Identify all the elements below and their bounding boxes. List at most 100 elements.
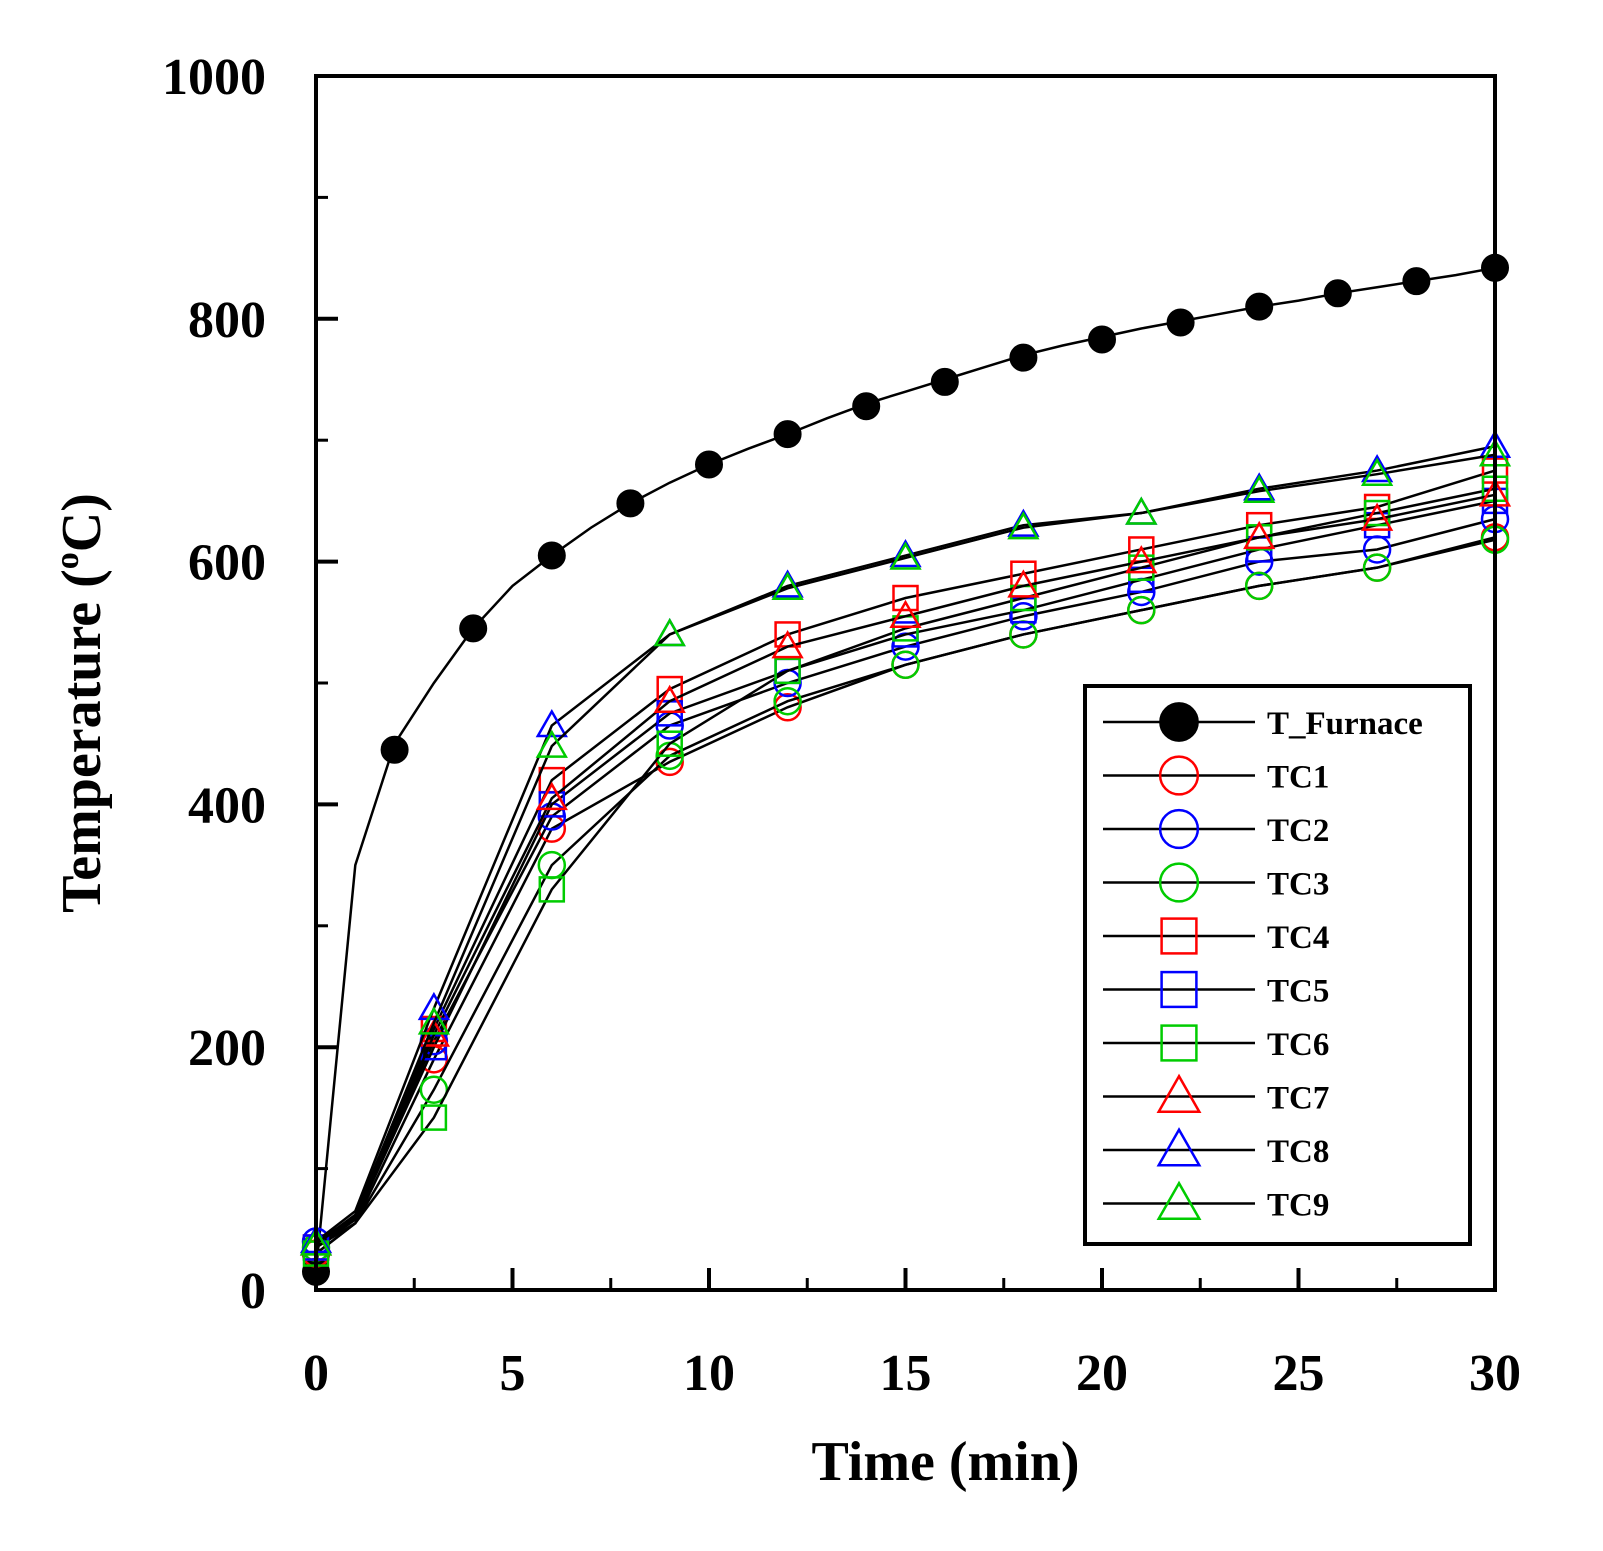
legend-item: TC7 — [1103, 1073, 1329, 1117]
data-point-tc7 — [1243, 520, 1276, 550]
series-t-furnace — [302, 253, 1509, 1286]
legend-label: TC9 — [1267, 1188, 1329, 1224]
data-point-t-furnace — [930, 367, 959, 396]
x-tick-label: 5 — [500, 1345, 526, 1402]
data-point-tc9 — [1360, 457, 1394, 486]
data-point-tc7 — [771, 630, 804, 659]
data-point-tc9 — [653, 617, 686, 647]
data-point-tc3 — [1127, 595, 1156, 625]
legend-label: TC8 — [1267, 1134, 1329, 1170]
y-axis-title-superscript: o — [49, 552, 86, 569]
data-point-tc9 — [417, 1006, 451, 1035]
data-point-tc9 — [771, 571, 804, 601]
data-point-tc9 — [535, 729, 568, 758]
legend-marker — [1156, 1180, 1202, 1220]
data-point-t-furnace — [1088, 325, 1116, 354]
data-point-tc9 — [1007, 511, 1040, 540]
legend-item: TC2 — [1103, 808, 1329, 850]
data-point-tc8 — [1360, 454, 1394, 483]
legend-item: T_Furnace — [1103, 702, 1423, 742]
y-tick-label: 0 — [240, 1263, 266, 1320]
data-point-tc3 — [891, 650, 920, 680]
legend-marker — [1158, 862, 1200, 903]
y-axis-title-end: C) — [51, 493, 113, 552]
data-point-t-furnace — [1323, 279, 1352, 308]
x-tick-label: 30 — [1469, 1345, 1521, 1402]
x-tick-label: 0 — [303, 1345, 329, 1402]
legend-label: TC3 — [1267, 867, 1329, 903]
legend-marker — [1160, 970, 1198, 1009]
legend-marker — [1158, 755, 1200, 796]
series-line-tc5 — [315, 499, 1496, 1249]
legend-label: TC6 — [1267, 1027, 1329, 1063]
legend-label: T_Furnace — [1267, 706, 1423, 742]
data-point-tc3 — [773, 686, 802, 716]
series-line-tc8 — [315, 445, 1496, 1243]
legend-marker — [1160, 1024, 1198, 1062]
x-tick-label: 15 — [880, 1345, 932, 1402]
data-point-t-furnace — [1166, 308, 1195, 337]
data-point-t-furnace — [1009, 343, 1038, 372]
legend-label: TC2 — [1267, 813, 1329, 849]
legend: T_Furnace TC1 TC2 TC3 TC4 TC5 TC6 TC7 TC8 TC9 — [1083, 684, 1472, 1246]
legend-label: TC7 — [1267, 1081, 1329, 1117]
y-tick-label: 400 — [188, 777, 266, 834]
data-point-tc6 — [538, 876, 566, 903]
legend-item: TC9 — [1103, 1180, 1329, 1224]
data-point-t-furnace — [616, 489, 645, 518]
data-point-tc7 — [1007, 569, 1040, 598]
legend-item: TC6 — [1103, 1024, 1329, 1063]
data-point-tc8 — [535, 708, 568, 738]
data-point-tc7 — [889, 599, 922, 628]
data-point-t-furnace — [695, 450, 723, 479]
data-point-tc9 — [889, 541, 922, 570]
y-axis-title-main: Temperature ( — [51, 569, 113, 913]
data-point-tc9 — [1243, 474, 1276, 503]
legend-item: TC3 — [1103, 862, 1329, 903]
data-point-tc6 — [420, 1104, 448, 1131]
data-point-tc6 — [1363, 499, 1391, 527]
axis-ticks: 0 5 10 15 20 25 30 0 200 400 600 800 1000 — [162, 49, 1521, 1402]
legend-item: TC8 — [1103, 1127, 1329, 1170]
legend-marker — [1156, 1073, 1202, 1113]
x-tick-label: 20 — [1076, 1345, 1128, 1402]
x-axis-title: Time (min) — [811, 1431, 1079, 1493]
x-tick-label: 10 — [683, 1345, 735, 1402]
legend-item: TC5 — [1103, 970, 1329, 1010]
plot-area — [299, 253, 1512, 1286]
legend-label: TC1 — [1267, 760, 1329, 796]
data-point-tc7 — [535, 781, 568, 811]
data-point-tc3 — [419, 1075, 449, 1104]
data-point-t-furnace — [537, 541, 566, 570]
data-point-t-furnace — [852, 392, 881, 421]
x-tick-label: 25 — [1273, 1345, 1325, 1402]
legend-item: TC1 — [1103, 755, 1329, 796]
data-point-tc4 — [892, 584, 919, 612]
y-tick-label: 600 — [188, 535, 266, 592]
legend-marker — [1158, 808, 1200, 850]
data-point-tc6 — [774, 657, 801, 685]
data-point-tc1 — [655, 747, 684, 777]
legend-label: TC4 — [1267, 920, 1329, 956]
series-line-t-furnace — [314, 266, 1496, 1272]
legend-label: TC5 — [1267, 974, 1329, 1010]
data-point-t-furnace — [1402, 267, 1431, 296]
data-point-tc7 — [1360, 502, 1394, 531]
series-line-tc9 — [315, 453, 1496, 1245]
series-line-tc2 — [315, 517, 1496, 1243]
data-point-t-furnace — [459, 614, 488, 643]
data-point-tc7 — [1125, 545, 1158, 574]
data-point-tc9 — [1125, 496, 1158, 525]
data-point-t-furnace — [1245, 292, 1274, 321]
legend-marker — [1160, 917, 1198, 955]
legend-item: TC4 — [1103, 917, 1329, 956]
data-point-tc6 — [656, 730, 683, 757]
data-point-t-furnace — [773, 420, 802, 449]
y-tick-label: 1000 — [162, 49, 266, 106]
data-point-tc7 — [653, 684, 686, 713]
data-point-tc3 — [1362, 553, 1392, 582]
series-tc9 — [299, 438, 1512, 1256]
y-tick-label: 800 — [188, 292, 266, 349]
